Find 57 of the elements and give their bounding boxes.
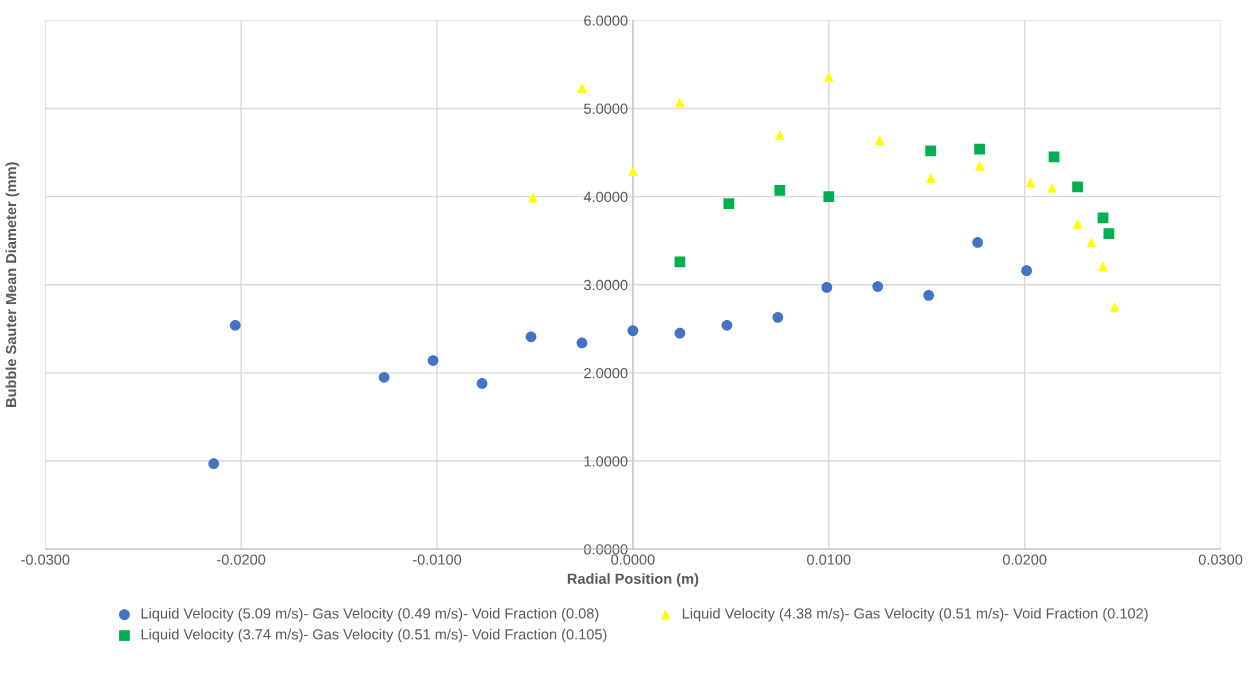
- y-axis-title: Bubble Sauter Mean Diameter (mm): [5, 162, 20, 407]
- y-tick-label: 2.0000: [584, 368, 628, 379]
- point: [1086, 237, 1097, 248]
- legend-label: Liquid Velocity (4.38 m/s)- Gas Velocity (0.51 m/s)- Void Fraction (0.102): [682, 607, 1148, 622]
- x-tick-label: 0.0000: [611, 554, 655, 565]
- x-tick-label: 0.0100: [807, 554, 851, 565]
- point: [1097, 212, 1109, 224]
- point: [923, 289, 935, 301]
- point: [1021, 265, 1032, 277]
- point: [674, 256, 686, 268]
- y-tick-label: 1.0000: [584, 456, 628, 467]
- point: [427, 355, 439, 366]
- legend-label: Liquid Velocity (5.09 m/s)- Gas Velocity (0.49 m/s)- Void Fraction (0.08): [141, 607, 599, 622]
- point: [627, 325, 639, 336]
- point: [774, 130, 785, 140]
- point: [675, 97, 685, 108]
- point: [821, 282, 833, 293]
- point: [577, 83, 587, 94]
- point: [378, 371, 390, 383]
- point: [1098, 261, 1108, 272]
- point: [721, 319, 733, 331]
- point: [925, 145, 937, 157]
- point: [1047, 182, 1057, 193]
- point: [823, 71, 834, 82]
- point: [774, 185, 786, 196]
- point: [208, 458, 220, 470]
- point: [1103, 228, 1115, 240]
- point: [772, 311, 784, 323]
- point: [1109, 301, 1120, 312]
- x-tick-label: -0.0200: [217, 554, 266, 565]
- point: [874, 135, 885, 146]
- y-tick-label: 3.0000: [583, 279, 628, 291]
- point: [974, 143, 985, 155]
- point: [627, 166, 638, 176]
- point: [1072, 219, 1083, 229]
- y-tick-label: 5.0000: [584, 103, 628, 114]
- point: [476, 378, 488, 389]
- legend-label: Liquid Velocity (3.74 m/s)- Gas Velocity (0.51 m/s)- Void Fraction (0.105): [141, 628, 607, 643]
- point: [1072, 181, 1083, 193]
- x-tick-label: 0.0200: [1002, 554, 1047, 565]
- point: [972, 237, 984, 248]
- y-tick-label: 6.0000: [584, 15, 628, 26]
- y-tick-label: 4.0000: [583, 191, 628, 203]
- point: [925, 173, 936, 184]
- x-tick-label: -0.0100: [412, 554, 462, 565]
- x-axis-title: Radial Position (m): [567, 573, 699, 587]
- point: [674, 327, 686, 339]
- x-tick-label: 0.0300: [1198, 554, 1243, 565]
- point: [229, 319, 241, 331]
- point: [872, 281, 884, 292]
- point: [723, 198, 735, 210]
- x-tick-label: -0.0300: [21, 554, 70, 565]
- y-tick-label: 0.0000: [584, 544, 628, 555]
- point: [576, 337, 588, 349]
- point: [974, 160, 985, 171]
- point: [823, 191, 835, 202]
- point: [525, 331, 537, 343]
